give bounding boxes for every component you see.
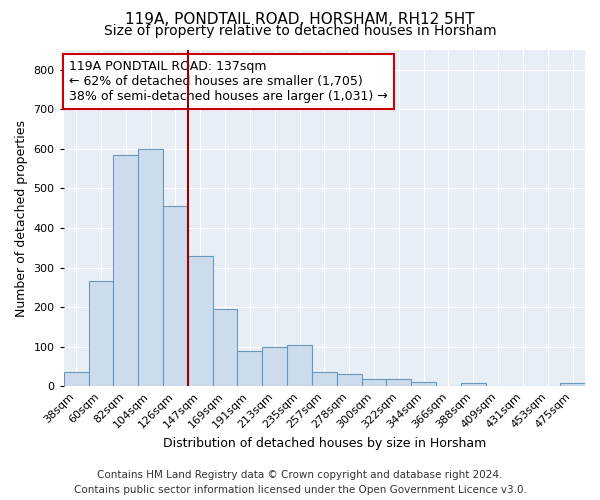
Bar (362, 380, 386, 386)
Bar (212, 309, 238, 386)
Text: Contains HM Land Registry data © Crown copyright and database right 2024.
Contai: Contains HM Land Registry data © Crown c… (74, 470, 526, 495)
Bar (386, 380, 411, 386)
Bar (560, 384, 585, 386)
Bar (461, 384, 486, 386)
Bar (89, 282, 113, 386)
X-axis label: Distribution of detached houses by size in Horsham: Distribution of detached houses by size … (163, 437, 486, 450)
Bar (312, 372, 337, 386)
Text: 119A, PONDTAIL ROAD, HORSHAM, RH12 5HT: 119A, PONDTAIL ROAD, HORSHAM, RH12 5HT (125, 12, 475, 28)
Bar (337, 374, 362, 386)
Text: Size of property relative to detached houses in Horsham: Size of property relative to detached ho… (104, 24, 496, 38)
Bar (188, 256, 212, 386)
Bar (163, 206, 188, 386)
Bar (64, 372, 89, 386)
Bar (238, 350, 262, 386)
Bar (287, 344, 312, 386)
Bar (113, 155, 138, 386)
Text: 119A PONDTAIL ROAD: 137sqm
← 62% of detached houses are smaller (1,705)
38% of s: 119A PONDTAIL ROAD: 137sqm ← 62% of deta… (69, 60, 388, 103)
Bar (138, 149, 163, 386)
Bar (262, 346, 287, 386)
Y-axis label: Number of detached properties: Number of detached properties (15, 120, 28, 316)
Bar (411, 382, 436, 386)
